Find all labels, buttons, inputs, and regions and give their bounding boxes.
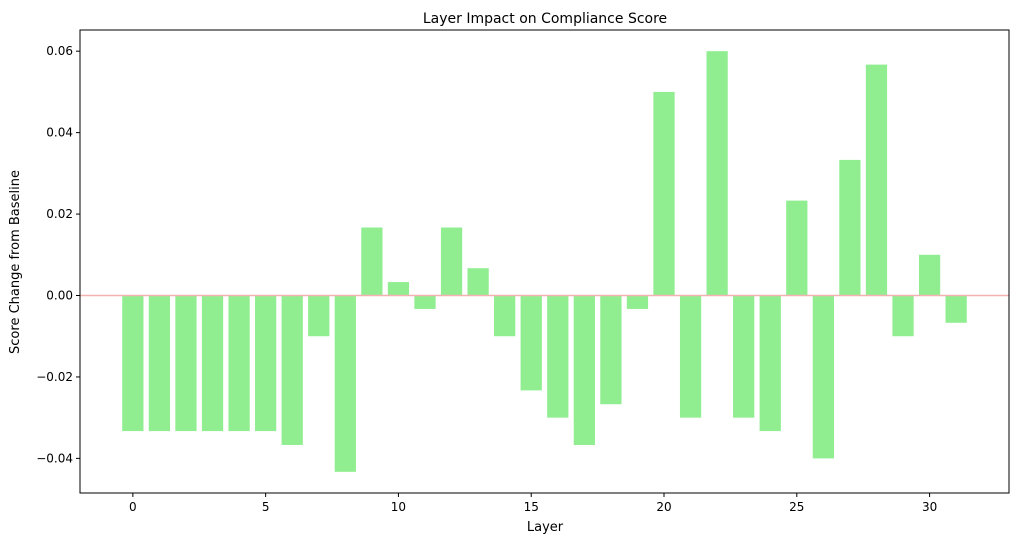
y-tick-label: 0.04 <box>46 126 73 140</box>
bar-layer-23 <box>733 295 755 418</box>
bar-layer-15 <box>520 295 542 391</box>
y-tick-label: −0.02 <box>36 370 73 384</box>
y-tick-label: −0.04 <box>36 451 73 465</box>
bar-layer-26 <box>812 295 834 459</box>
y-tick-label: 0.02 <box>46 207 73 221</box>
bar-layer-5 <box>255 295 277 432</box>
x-tick-label: 5 <box>262 500 270 514</box>
bar-layer-28 <box>865 64 888 296</box>
bar-layer-2 <box>175 295 197 432</box>
bar-layer-7 <box>308 295 330 337</box>
x-axis-ticks: 0 5 10 15 20 25 30 <box>129 493 937 514</box>
plot-frame <box>79 29 1010 494</box>
x-tick-label: 25 <box>789 500 804 514</box>
bar-layer-6 <box>281 295 303 445</box>
chart-title: Layer Impact on Compliance Score <box>423 11 667 27</box>
y-tick-label: 0.00 <box>46 289 73 303</box>
bar-layer-3 <box>201 295 224 432</box>
bar-layer-18 <box>600 295 622 405</box>
x-tick-label: 20 <box>656 500 671 514</box>
bar-layer-4 <box>228 295 250 432</box>
x-tick-label: 0 <box>129 500 137 514</box>
bar-layer-14 <box>494 295 516 337</box>
bar-layer-22 <box>706 51 728 296</box>
bar-layer-17 <box>573 295 595 445</box>
bars <box>122 51 967 472</box>
bar-layer-13 <box>467 268 489 296</box>
x-tick-label: 15 <box>524 500 539 514</box>
y-axis-ticks: −0.04 −0.02 0.00 0.02 0.04 0.06 <box>36 44 80 465</box>
bar-layer-30 <box>918 254 941 296</box>
bar-layer-12 <box>440 227 463 296</box>
y-tick-label: 0.06 <box>46 44 73 58</box>
x-axis-label: Layer <box>527 520 564 535</box>
bar-layer-25 <box>786 200 808 296</box>
bar-layer-29 <box>892 295 914 337</box>
bar-layer-16 <box>547 295 569 418</box>
bar-layer-0 <box>122 295 144 432</box>
bar-layer-8 <box>334 295 356 472</box>
bar-layer-11 <box>414 295 436 309</box>
x-tick-label: 30 <box>922 500 937 514</box>
bar-layer-19 <box>626 295 649 309</box>
bar-layer-20 <box>653 91 675 296</box>
bar-layer-9 <box>361 227 383 296</box>
bar-layer-31 <box>945 295 967 323</box>
bar-layer-27 <box>839 159 861 296</box>
bar-layer-21 <box>679 295 702 418</box>
y-axis-label: Score Change from Baseline <box>8 170 23 354</box>
bar-layer-10 <box>387 282 410 296</box>
x-tick-label: 10 <box>391 500 406 514</box>
bar-layer-1 <box>148 295 171 432</box>
bar-layer-24 <box>759 295 781 432</box>
